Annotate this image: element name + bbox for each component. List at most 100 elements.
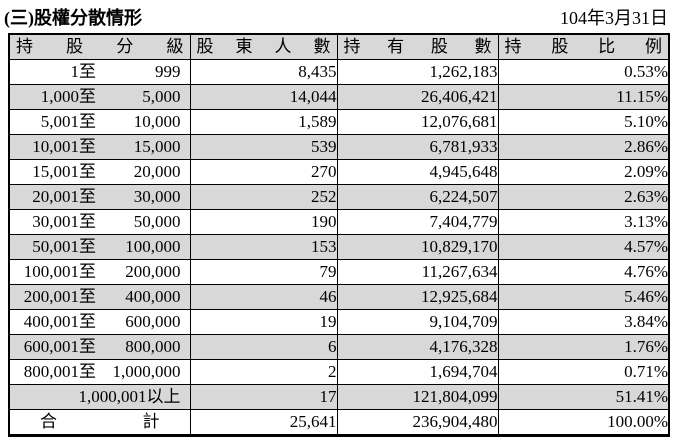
total-shares-cell: 236,904,480 — [336, 409, 499, 436]
range-high: 200,000 — [125, 262, 181, 281]
page-title: (三)股權分散情形 — [4, 8, 142, 28]
total-label-cell: 合計 — [8, 409, 191, 436]
shares-cell: 6,224,507 — [336, 184, 499, 210]
pct-cell: 2.09% — [497, 159, 670, 185]
shares-cell: 10,829,170 — [336, 234, 499, 260]
pct-cell: 1.76% — [497, 334, 670, 360]
title-bar: (三)股權分散情形 104年3月31日 — [4, 4, 668, 33]
table-row: 5,001至 10,000 1,589 12,076,681 5.10% — [8, 109, 670, 135]
table-row: 15,001至 20,000 270 4,945,648 2.09% — [8, 159, 670, 185]
shares-cell: 4,945,648 — [336, 159, 499, 185]
shares-cell: 4,176,328 — [336, 334, 499, 360]
pct-cell: 4.76% — [497, 259, 670, 285]
range-cell: 600,001至 800,000 — [8, 334, 191, 360]
report-date: 104年3月31日 — [560, 8, 668, 28]
holders-cell: 190 — [189, 209, 338, 235]
range-low: 400,001至 — [23, 312, 96, 331]
range-low: 30,001至 — [32, 212, 96, 231]
header-range-label: 持股分級 — [16, 37, 184, 56]
range-low: 200,001至 — [23, 287, 96, 306]
range-low: 100,001至 — [23, 262, 96, 281]
range-open-ended: 1,000,001以上 — [78, 387, 181, 406]
header-row: 持股分級 股東人數 持有股數 持股比例 — [8, 33, 670, 60]
range-cell: 1至 999 — [8, 59, 191, 85]
pct-cell: 2.86% — [497, 134, 670, 160]
holders-cell: 153 — [189, 234, 338, 260]
pct-cell: 4.57% — [497, 234, 670, 260]
shares-cell: 7,404,779 — [336, 209, 499, 235]
range-high: 15,000 — [133, 137, 181, 156]
range-high: 600,000 — [125, 312, 181, 331]
holders-cell: 2 — [189, 359, 338, 385]
pct-cell: 11.15% — [497, 84, 670, 110]
header-pct: 持股比例 — [497, 33, 670, 60]
holders-cell: 46 — [189, 284, 338, 310]
share-distribution-table: 持股分級 股東人數 持有股數 持股比例 1至 999 8,435 1,262,18… — [8, 33, 670, 437]
pct-cell: 3.13% — [497, 209, 670, 235]
pct-cell: 3.84% — [497, 309, 670, 335]
shares-cell: 26,406,421 — [336, 84, 499, 110]
pct-cell: 0.71% — [497, 359, 670, 385]
header-holders: 股東人數 — [189, 33, 338, 60]
shares-cell: 12,925,684 — [336, 284, 499, 310]
range-low: 1,000至 — [40, 87, 96, 106]
table-row: 10,001至 15,000 539 6,781,933 2.86% — [8, 134, 670, 160]
header-shares-label: 持有股數 — [343, 37, 492, 56]
shares-cell: 12,076,681 — [336, 109, 499, 135]
shares-cell: 6,781,933 — [336, 134, 499, 160]
holders-cell: 19 — [189, 309, 338, 335]
holders-cell: 252 — [189, 184, 338, 210]
total-label: 合計 — [40, 412, 160, 431]
table-row: 600,001至 800,000 6 4,176,328 1.76% — [8, 334, 670, 360]
holders-cell: 539 — [189, 134, 338, 160]
range-low: 50,001至 — [32, 237, 96, 256]
range-low: 5,001至 — [40, 112, 96, 131]
range-low: 800,001至 — [23, 362, 96, 381]
shares-cell: 9,104,709 — [336, 309, 499, 335]
holders-cell: 79 — [189, 259, 338, 285]
holders-cell: 14,044 — [189, 84, 338, 110]
table-row: 100,001至 200,000 79 11,267,634 4.76% — [8, 259, 670, 285]
range-cell: 5,001至 10,000 — [8, 109, 191, 135]
range-cell: 1,000至 5,000 — [8, 84, 191, 110]
total-pct-cell: 100.00% — [497, 409, 670, 436]
range-low: 15,001至 — [32, 162, 96, 181]
table-row: 50,001至 100,000 153 10,829,170 4.57% — [8, 234, 670, 260]
table-row: 1,000,001以上 17 121,804,099 51.41% — [8, 384, 670, 410]
range-high: 50,000 — [133, 212, 181, 231]
table-row: 1至 999 8,435 1,262,183 0.53% — [8, 59, 670, 85]
pct-cell: 2.63% — [497, 184, 670, 210]
range-low: 1至 — [70, 62, 97, 81]
header-holders-label: 股東人數 — [196, 37, 331, 56]
range-high: 10,000 — [133, 112, 181, 131]
range-cell: 100,001至 200,000 — [8, 259, 191, 285]
table-row: 200,001至 400,000 46 12,925,684 5.46% — [8, 284, 670, 310]
table-body: 1至 999 8,435 1,262,183 0.53% 1,000至 5,000 … — [8, 59, 670, 436]
total-row: 合計 25,641 236,904,480 100.00% — [8, 409, 670, 436]
range-high: 100,000 — [125, 237, 181, 256]
pct-cell: 51.41% — [497, 384, 670, 410]
holders-cell: 1,589 — [189, 109, 338, 135]
holders-cell: 6 — [189, 334, 338, 360]
header-pct-label: 持股比例 — [504, 37, 662, 56]
range-cell: 50,001至 100,000 — [8, 234, 191, 260]
range-high: 800,000 — [125, 337, 181, 356]
header-shares: 持有股數 — [336, 33, 499, 60]
shares-cell: 1,694,704 — [336, 359, 499, 385]
header-range: 持股分級 — [8, 33, 191, 60]
shares-cell: 1,262,183 — [336, 59, 499, 85]
range-cell: 10,001至 15,000 — [8, 134, 191, 160]
table-row: 400,001至 600,000 19 9,104,709 3.84% — [8, 309, 670, 335]
range-high: 999 — [155, 62, 181, 81]
range-cell: 30,001至 50,000 — [8, 209, 191, 235]
range-high: 20,000 — [133, 162, 181, 181]
holders-cell: 17 — [189, 384, 338, 410]
range-low: 10,001至 — [32, 137, 96, 156]
pct-cell: 0.53% — [497, 59, 670, 85]
pct-cell: 5.10% — [497, 109, 670, 135]
table-row: 1,000至 5,000 14,044 26,406,421 11.15% — [8, 84, 670, 110]
shares-cell: 11,267,634 — [336, 259, 499, 285]
range-low: 20,001至 — [32, 187, 96, 206]
range-cell: 20,001至 30,000 — [8, 184, 191, 210]
